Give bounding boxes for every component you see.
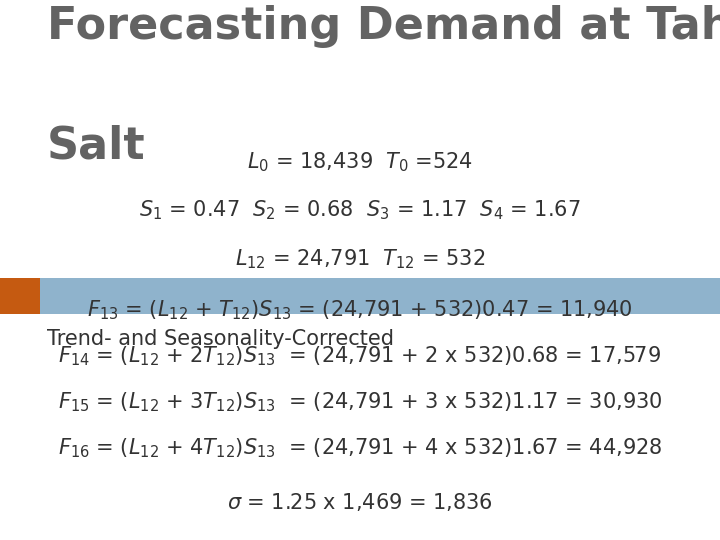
Text: Trend- and Seasonality-Corrected: Trend- and Seasonality-Corrected: [47, 329, 394, 349]
Text: $S_1$ = 0.47  $S_2$ = 0.68  $S_3$ = 1.17  $S_4$ = 1.67: $S_1$ = 0.47 $S_2$ = 0.68 $S_3$ = 1.17 $…: [139, 199, 581, 222]
Text: $\sigma$ = 1.25 x 1,469 = 1,836: $\sigma$ = 1.25 x 1,469 = 1,836: [227, 491, 493, 513]
Text: Forecasting Demand at Tahoe: Forecasting Demand at Tahoe: [47, 5, 720, 49]
Bar: [0, 278, 40, 314]
Text: $L_{12}$ = 24,791  $T_{12}$ = 532: $L_{12}$ = 24,791 $T_{12}$ = 532: [235, 247, 485, 271]
Text: $F_{14}$ = ($L_{12}$ + 2$T_{12}$)$S_{13}$  = (24,791 + 2 x 532)0.68 = 17,579: $F_{14}$ = ($L_{12}$ + 2$T_{12}$)$S_{13}…: [58, 345, 662, 368]
Text: Salt: Salt: [47, 124, 145, 167]
Bar: [0, 278, 720, 314]
Text: $F_{15}$ = ($L_{12}$ + 3$T_{12}$)$S_{13}$  = (24,791 + 3 x 532)1.17 = 30,930: $F_{15}$ = ($L_{12}$ + 3$T_{12}$)$S_{13}…: [58, 390, 662, 414]
Text: $F_{13}$ = ($L_{12}$ + $T_{12}$)$S_{13}$ = (24,791 + 532)0.47 = 11,940: $F_{13}$ = ($L_{12}$ + $T_{12}$)$S_{13}$…: [87, 299, 633, 322]
Text: $L_0$ = 18,439  $T_0$ =524: $L_0$ = 18,439 $T_0$ =524: [247, 150, 473, 174]
Text: $F_{16}$ = ($L_{12}$ + 4$T_{12}$)$S_{13}$  = (24,791 + 4 x 532)1.67 = 44,928: $F_{16}$ = ($L_{12}$ + 4$T_{12}$)$S_{13}…: [58, 436, 662, 460]
